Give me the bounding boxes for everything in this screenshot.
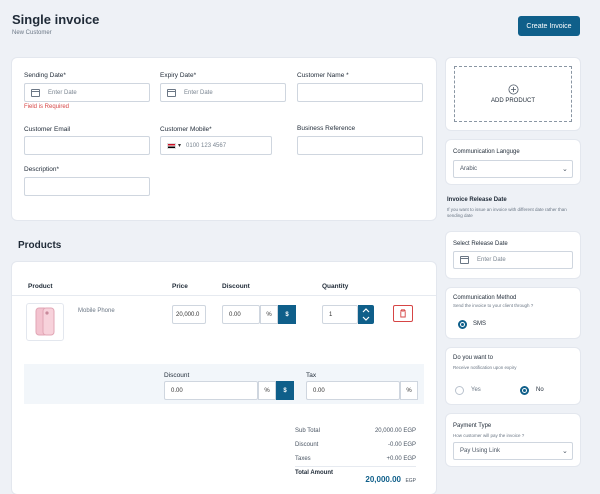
discount-fixed-button[interactable]: $ bbox=[278, 305, 296, 324]
total-amount-value: 20,000.00 bbox=[365, 475, 401, 484]
customer-mobile-input[interactable]: ▾ 0100 123 4567 bbox=[160, 136, 272, 155]
notification-hint: Receive notification upon expiry bbox=[453, 365, 517, 370]
summary-discount-label: Discount bbox=[164, 372, 190, 379]
sending-date-field[interactable]: Enter Date bbox=[24, 83, 150, 102]
create-invoice-button[interactable]: Create Invoice bbox=[518, 16, 580, 36]
column-price: Price bbox=[172, 283, 188, 290]
add-product-card: ADD PRODUCT bbox=[446, 58, 580, 130]
description-input[interactable] bbox=[24, 177, 150, 196]
discount-percent-button[interactable]: % bbox=[260, 305, 278, 324]
sms-radio[interactable] bbox=[458, 320, 467, 329]
discount-input[interactable]: 0.00 bbox=[222, 305, 260, 324]
business-reference-label: Business Reference bbox=[297, 125, 356, 132]
communication-method-card: Communication Method Send the invoice to… bbox=[446, 288, 580, 338]
taxes-total-value: +0.00 EGP bbox=[386, 456, 416, 462]
chevron-down-icon: ⌄ bbox=[562, 448, 568, 455]
release-title: Invoice Release Date bbox=[447, 197, 507, 203]
column-discount: Discount bbox=[222, 283, 250, 290]
expiry-date-field[interactable]: Enter Date bbox=[160, 83, 286, 102]
country-code-dropdown[interactable]: ▾ bbox=[178, 143, 182, 149]
page-title: Single invoice bbox=[12, 12, 100, 27]
subtotal-value: 20,000.00 EGP bbox=[374, 428, 416, 434]
communication-language-label: Communication Languge bbox=[453, 149, 520, 155]
description-label: Description* bbox=[24, 166, 60, 173]
release-date-label: Select Release Date bbox=[453, 241, 508, 247]
no-label: No bbox=[536, 387, 544, 393]
communication-method-hint: Send the invoice to your client through … bbox=[453, 303, 534, 308]
customer-name-label: Customer Name * bbox=[297, 72, 349, 79]
quantity-stepper[interactable] bbox=[358, 305, 374, 324]
add-product-button[interactable]: ADD PRODUCT bbox=[454, 66, 572, 122]
payment-type-card: Payment Type How customer will pay the i… bbox=[446, 414, 580, 466]
customer-email-label: Customer Email bbox=[24, 126, 71, 133]
plus-circle-icon bbox=[508, 84, 518, 95]
yes-radio[interactable] bbox=[455, 386, 464, 395]
taxes-total-label: Taxes bbox=[295, 456, 311, 462]
header-divider bbox=[12, 295, 436, 296]
release-hint: If you want to issue an invoice with dif… bbox=[447, 207, 567, 218]
notification-card: Do you want to Receive notification upon… bbox=[446, 348, 580, 404]
add-product-label: ADD PRODUCT bbox=[490, 98, 535, 104]
summary-discount-percent-button[interactable]: % bbox=[258, 381, 276, 400]
page-subtitle: New Customer bbox=[12, 30, 52, 36]
sending-date-label: Sending Date* bbox=[24, 72, 66, 79]
no-radio[interactable] bbox=[520, 386, 529, 395]
payment-type-title: Payment Type bbox=[453, 423, 492, 429]
customer-mobile-label: Customer Mobile* bbox=[160, 126, 212, 133]
total-amount: 20,000.00 EGP bbox=[352, 469, 416, 487]
sending-date-error: Field is Required bbox=[24, 104, 70, 110]
products-title: Products bbox=[18, 240, 62, 251]
product-image bbox=[26, 303, 64, 341]
subtotal-label: Sub Total bbox=[295, 428, 320, 434]
calendar-icon bbox=[167, 88, 176, 97]
column-quantity: Quantity bbox=[322, 283, 349, 290]
quantity-input[interactable]: 1 bbox=[322, 305, 358, 324]
calendar-icon bbox=[31, 88, 40, 97]
sms-label: SMS bbox=[473, 321, 487, 327]
calendar-icon bbox=[460, 256, 469, 264]
summary-adjustments-box: Discount 0.00 % $ Tax 0.00 % bbox=[24, 364, 424, 404]
release-date-card: Select Release Date Enter Date bbox=[446, 232, 580, 278]
egypt-flag-icon[interactable] bbox=[167, 142, 176, 149]
chevron-down-icon: ⌄ bbox=[562, 166, 568, 173]
communication-method-title: Communication Method bbox=[453, 295, 517, 301]
business-reference-input[interactable] bbox=[297, 136, 423, 155]
notification-title: Do you want to bbox=[453, 355, 494, 361]
summary-tax-input[interactable]: 0.00 bbox=[306, 381, 400, 400]
discount-total-label: Discount bbox=[295, 442, 319, 448]
mobile-phone-icon bbox=[35, 307, 55, 336]
totals-divider bbox=[295, 466, 416, 467]
chevron-down-icon bbox=[362, 316, 370, 321]
yes-label: Yes bbox=[471, 387, 481, 393]
column-product: Product bbox=[28, 283, 53, 290]
delete-row-button[interactable] bbox=[393, 305, 413, 322]
price-input[interactable]: 20,000.0 bbox=[172, 305, 206, 324]
discount-total-value: -0.00 EGP bbox=[387, 442, 416, 448]
chevron-up-icon bbox=[362, 308, 370, 313]
customer-form-card: Sending Date* Enter Date Field is Requir… bbox=[12, 58, 436, 220]
total-amount-label: Total Amount bbox=[295, 470, 333, 476]
expiry-date-label: Expiry Date* bbox=[160, 72, 197, 79]
payment-type-hint: How customer will pay the invoice ? bbox=[453, 433, 525, 438]
customer-email-input[interactable] bbox=[24, 136, 150, 155]
summary-tax-percent-button[interactable]: % bbox=[400, 381, 418, 400]
trash-icon bbox=[400, 309, 406, 318]
communication-language-card: Communication Languge Arabic ⌄ bbox=[446, 140, 580, 184]
total-amount-currency: EGP bbox=[405, 478, 416, 484]
products-card: Product Price Discount Quantity Mobile P… bbox=[12, 262, 436, 494]
customer-name-input[interactable] bbox=[297, 83, 423, 102]
summary-discount-fixed-button[interactable]: $ bbox=[276, 381, 294, 400]
communication-language-select[interactable]: Arabic bbox=[453, 160, 573, 178]
release-date-field[interactable]: Enter Date bbox=[453, 251, 573, 269]
summary-tax-label: Tax bbox=[306, 372, 317, 379]
product-name: Mobile Phone bbox=[78, 308, 115, 314]
payment-type-select[interactable]: Pay Using Link bbox=[453, 442, 573, 460]
summary-discount-input[interactable]: 0.00 bbox=[164, 381, 258, 400]
